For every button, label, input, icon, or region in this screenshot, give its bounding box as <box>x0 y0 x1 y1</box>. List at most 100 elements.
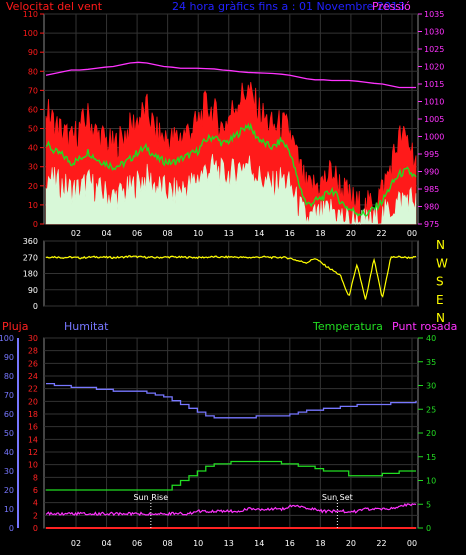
pressure-tick-label: 1015 <box>424 80 444 89</box>
pressure-tick-label: 1035 <box>424 10 444 19</box>
climate-x-tick-label: 02 <box>71 539 81 548</box>
rain-tick-label: 8 <box>33 473 38 482</box>
wind-x-tick-label: 20 <box>346 229 356 238</box>
temperature-axis: 0 5 10 15 20 25 30 35 40 <box>418 334 436 533</box>
wind-speed-label: Velocitat del vent <box>6 0 103 13</box>
temperature-tick-label: 15 <box>426 453 436 462</box>
direction-tick-label: 90 <box>28 286 38 295</box>
rain-tick-label: 20 <box>28 397 38 406</box>
wind-x-tick-label: 10 <box>193 229 203 238</box>
climate-x-tick-label: 22 <box>376 539 386 548</box>
temperature-tick-label: 40 <box>426 334 436 343</box>
pressure-tick-label: 1000 <box>424 133 444 142</box>
climate-x-tick-label: 04 <box>101 539 111 548</box>
wind-x-tick-label: 14 <box>254 229 264 238</box>
pressure-tick-label: 1010 <box>424 98 444 107</box>
temperature-tick-label: 0 <box>426 524 431 533</box>
pressure-axis-right: 975 980 985 990 995 1000 1005 1010 1015 1020 1025 1… <box>418 10 444 229</box>
sun-annotation-label: Sun Rise <box>134 493 169 502</box>
climate-x-tick-label: 00 <box>407 539 417 548</box>
direction-tick-label: 360 <box>23 237 38 246</box>
direction-tick-label: 270 <box>23 253 38 262</box>
climate-series <box>45 382 417 529</box>
climate-x-tick-label: 10 <box>193 539 203 548</box>
humidity-axis: 0 10 20 30 40 50 60 70 80 90 100 <box>0 334 19 533</box>
rain-tick-label: 18 <box>28 410 38 419</box>
temperature-tick-label: 5 <box>426 500 431 509</box>
pressure-tick-label: 985 <box>424 185 439 194</box>
temperature-tick-label: 10 <box>426 477 436 486</box>
wind-x-tick-label: 04 <box>101 229 111 238</box>
climate-x-tick-label: 06 <box>132 539 142 548</box>
rain-label: Pluja <box>2 320 28 333</box>
wind-x-tick-label: 22 <box>376 229 386 238</box>
climate-x-tick-label: 14 <box>254 539 264 548</box>
wind-panel-grid <box>44 13 418 225</box>
climate-x-tick-label: 08 <box>163 539 173 548</box>
wind-tick-label: 80 <box>28 67 38 76</box>
humidity-tick-label: 40 <box>4 448 14 457</box>
wind-tick-label: 30 <box>28 163 38 172</box>
humidity-tick-label: 30 <box>4 467 14 476</box>
wind-tick-label: 0 <box>33 220 38 229</box>
rain-tick-label: 6 <box>33 486 38 495</box>
pressure-tick-label: 990 <box>424 168 439 177</box>
pressure-tick-label: 1030 <box>424 28 444 37</box>
direction-compass-label: E <box>436 293 444 307</box>
temperature-line <box>46 460 416 491</box>
direction-axis-left: 0 90 180 270 360 <box>23 237 38 311</box>
temperature-tick-label: 30 <box>426 382 436 391</box>
rain-tick-label: 24 <box>28 372 38 381</box>
pressure-tick-label: 1005 <box>424 115 444 124</box>
rain-tick-label: 2 <box>33 511 38 520</box>
climate-x-axis: 02 04 06 08 10 13 14 16 18 20 22 00 <box>71 539 417 548</box>
direction-compass-label: N <box>436 238 445 252</box>
wind-tick-label: 70 <box>28 86 38 95</box>
direction-series <box>45 255 417 300</box>
wind-min-area <box>45 153 417 226</box>
rain-tick-label: 22 <box>28 385 38 394</box>
pressure-tick-label: 995 <box>424 150 439 159</box>
wind-tick-label: 40 <box>28 144 38 153</box>
wind-x-tick-label: 16 <box>285 229 295 238</box>
rain-tick-label: 28 <box>28 347 38 356</box>
wind-x-tick-label: 13 <box>224 229 234 238</box>
wind-x-tick-label: 06 <box>132 229 142 238</box>
rain-tick-label: 0 <box>33 524 38 533</box>
chart-title: 24 hora gràfics fins a : 01 Novembre 201… <box>172 0 405 13</box>
wind-tick-label: 20 <box>28 182 38 191</box>
rain-tick-label: 4 <box>33 499 38 508</box>
humidity-tick-label: 0 <box>9 524 14 533</box>
direction-compass-label: N <box>436 311 445 325</box>
pressure-line <box>45 61 416 89</box>
humidity-tick-label: 80 <box>4 372 14 381</box>
sun-annotations: Sun Rise Sun Set <box>134 493 353 528</box>
humidity-line <box>46 382 417 419</box>
humidity-tick-label: 90 <box>4 353 14 362</box>
rain-tick-label: 12 <box>28 448 38 457</box>
sun-annotation-label: Sun Set <box>322 493 353 502</box>
wind-x-tick-label: 08 <box>163 229 173 238</box>
dewpoint-line <box>45 502 417 517</box>
wind-x-tick-label: 02 <box>71 229 81 238</box>
wind-series <box>45 61 417 226</box>
pressure-tick-label: 1020 <box>424 63 444 72</box>
rain-tick-label: 16 <box>28 423 38 432</box>
rain-tick-label: 26 <box>28 359 38 368</box>
temperature-tick-label: 25 <box>426 405 436 414</box>
rain-tick-label: 14 <box>28 435 38 444</box>
wind-x-tick-label: 18 <box>315 229 325 238</box>
pressure-label: Pressió <box>372 0 411 13</box>
humidity-tick-label: 100 <box>0 334 14 343</box>
direction-compass-label: S <box>436 275 444 289</box>
humidity-label: Humitat <box>64 320 109 333</box>
temperature-tick-label: 35 <box>426 358 436 367</box>
direction-tick-label: 0 <box>33 302 38 311</box>
direction-line <box>45 255 417 300</box>
climate-x-tick-label: 16 <box>285 539 295 548</box>
humidity-tick-label: 20 <box>4 486 14 495</box>
pressure-tick-label: 1025 <box>424 45 444 54</box>
dewpoint-label: Punt rosada <box>392 320 457 333</box>
